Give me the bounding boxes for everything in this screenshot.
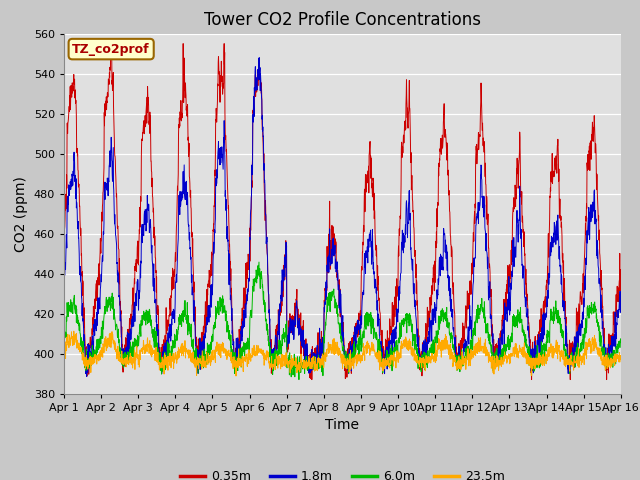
X-axis label: Time: Time <box>325 418 360 432</box>
Title: Tower CO2 Profile Concentrations: Tower CO2 Profile Concentrations <box>204 11 481 29</box>
0.35m <box>584 168 591 173</box>
23.5m <box>568 362 576 368</box>
23.5m <box>70 328 77 334</box>
23.5m <box>359 353 367 359</box>
1.8m <box>371 281 379 287</box>
0.35m <box>107 41 115 47</box>
1.8m <box>255 55 263 60</box>
Legend: 0.35m, 1.8m, 6.0m, 23.5m: 0.35m, 1.8m, 6.0m, 23.5m <box>175 465 510 480</box>
0.35m <box>308 377 316 383</box>
Y-axis label: CO2 (ppm): CO2 (ppm) <box>14 176 28 252</box>
1.8m <box>83 373 90 379</box>
23.5m <box>216 349 223 355</box>
23.5m <box>617 356 625 362</box>
1.8m <box>60 288 68 294</box>
1.8m <box>359 289 367 295</box>
Line: 1.8m: 1.8m <box>64 58 621 376</box>
6.0m <box>359 333 367 338</box>
0.35m <box>568 342 576 348</box>
1.8m <box>216 157 223 163</box>
6.0m <box>295 377 303 383</box>
6.0m <box>568 360 576 366</box>
Line: 0.35m: 0.35m <box>64 44 621 380</box>
1.8m <box>568 359 576 364</box>
6.0m <box>584 312 591 318</box>
0.35m <box>216 73 223 79</box>
23.5m <box>232 373 240 379</box>
6.0m <box>60 336 68 342</box>
23.5m <box>584 341 591 347</box>
1.8m <box>584 231 591 237</box>
23.5m <box>60 349 68 355</box>
6.0m <box>255 259 263 265</box>
6.0m <box>371 334 379 339</box>
0.35m <box>359 240 367 245</box>
6.0m <box>505 347 513 352</box>
0.35m <box>505 275 513 281</box>
Line: 23.5m: 23.5m <box>64 331 621 376</box>
1.8m <box>617 289 625 295</box>
6.0m <box>617 345 625 350</box>
0.35m <box>60 235 68 241</box>
0.35m <box>617 269 625 275</box>
Line: 6.0m: 6.0m <box>64 262 621 380</box>
6.0m <box>216 309 223 315</box>
23.5m <box>371 352 379 358</box>
23.5m <box>505 351 513 357</box>
Text: TZ_co2prof: TZ_co2prof <box>72 43 150 56</box>
0.35m <box>371 229 379 235</box>
1.8m <box>505 301 513 307</box>
